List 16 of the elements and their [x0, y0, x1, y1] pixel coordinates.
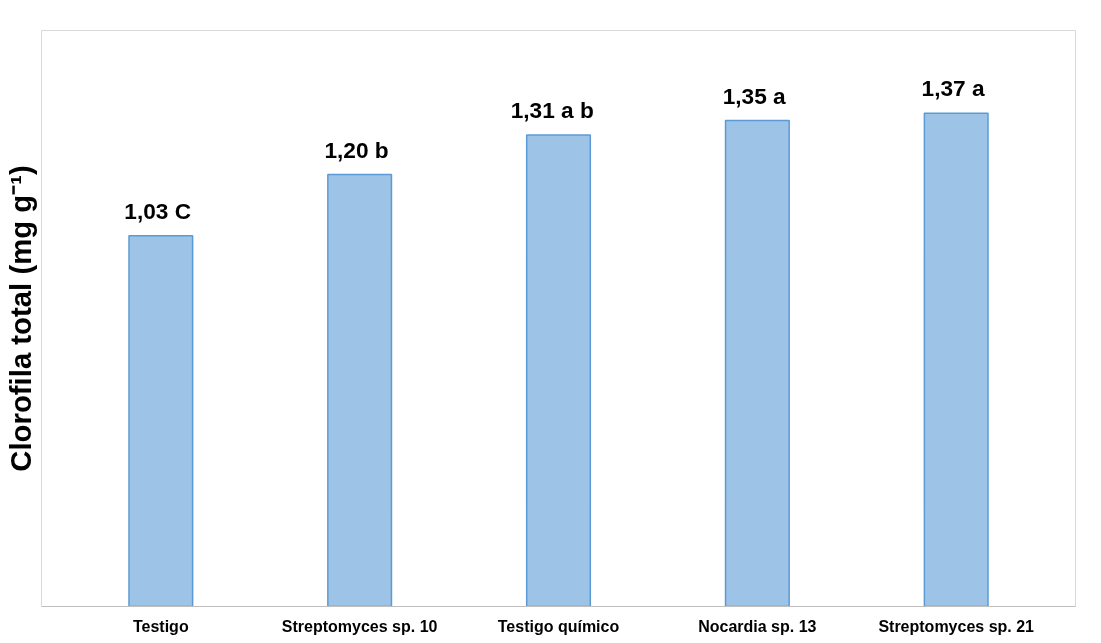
bar: [525, 134, 592, 607]
x-tick-label: Streptomyces sp. 10: [281, 617, 438, 635]
data-label: 1,31 a b: [510, 96, 594, 123]
x-tick-label: Testigo químico: [497, 617, 620, 635]
data-label: 1,03 C: [124, 197, 192, 224]
bar: [327, 173, 393, 607]
bar: [923, 112, 989, 607]
x-tick-label: Testigo: [132, 617, 189, 635]
x-tick-label: Streptomyces sp. 21: [878, 617, 1035, 635]
bar: [724, 119, 790, 607]
bar: [128, 234, 194, 607]
data-label: 1,37 a: [921, 75, 985, 102]
y-axis-title: Clorofila total (mg g⁻¹): [3, 165, 37, 472]
data-label: 1,35 a: [722, 82, 787, 109]
data-label: 1,20 b: [324, 136, 389, 163]
x-tick-label: Nocardia sp. 13: [698, 617, 817, 635]
